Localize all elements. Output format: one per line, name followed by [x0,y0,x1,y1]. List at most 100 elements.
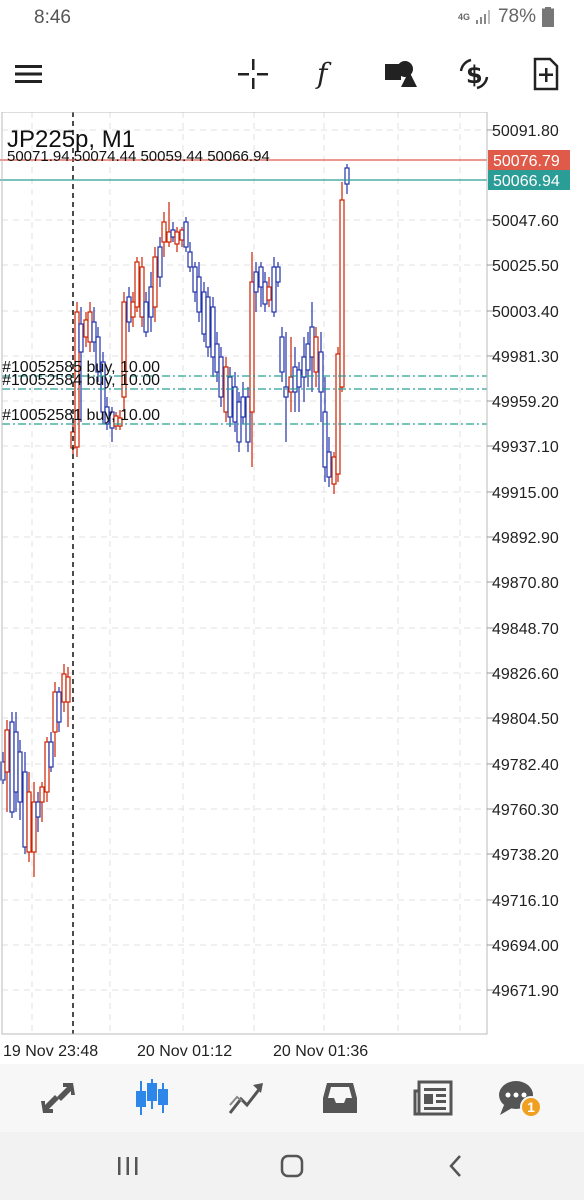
time-label: 19 Nov 23:48 [3,1043,98,1060]
time-label: 20 Nov 01:36 [273,1043,368,1060]
battery-icon [542,7,554,27]
bull-candle [78,323,84,353]
price-label: 49981.30 [492,349,559,366]
bull-candle [275,266,281,283]
crosshair-button[interactable] [233,54,273,94]
bull-candle [296,369,302,388]
price-label: 49782.40 [492,757,559,774]
bull-candle [236,401,242,443]
bull-candle [91,321,97,343]
nav-trade[interactable] [224,1076,268,1120]
bull-candle [192,266,198,293]
chart-toolbar: f $ [0,40,584,110]
bull-candle [104,406,110,425]
time-label: 20 Nov 01:12 [137,1043,232,1060]
bull-candle [100,361,106,413]
back-button[interactable] [436,1146,476,1186]
bull-candle [201,291,207,335]
bear-candle [31,801,37,853]
trade-button[interactable]: $ [454,54,494,94]
bull-candle [301,356,307,378]
bear-candle [339,199,345,388]
new-order-button[interactable] [526,54,566,94]
chart-icon [136,1079,168,1115]
order-label: #10052581 buy, 10.00 [2,407,160,424]
bear-candle [117,417,123,427]
bear-candle [313,336,319,373]
system-navigation [0,1132,584,1200]
bid-price-label: 50066.94 [493,173,560,190]
price-label: 50003.40 [492,304,559,321]
symbol-title: JP225p, M1 [7,126,136,153]
bull-candle [227,376,233,418]
ohlc-values: 50071.94 50074.44 50059.44 50066.94 [7,148,270,165]
bull-candle [253,271,259,293]
price-label: 49892.90 [492,530,559,547]
bull-candle [305,343,311,371]
menu-button[interactable] [9,54,49,94]
order-label: #10052585 buy, 10.00 [2,359,160,376]
price-label: 49760.30 [492,802,559,819]
ask-price-label: 50076.79 [493,153,560,170]
bull-candle [183,221,189,248]
bull-candle [232,386,238,423]
bull-candle [205,296,211,348]
bear-candle [331,456,337,485]
chart-canvas[interactable]: #10052585 buy, 10.00#10052584 buy, 10.00… [0,112,584,1064]
objects-button[interactable] [380,54,420,94]
bear-candle [161,221,167,243]
price-label: 50047.60 [492,213,559,230]
recent-apps-icon [118,1157,138,1175]
bull-candle [148,286,154,318]
plot-border [1,112,488,1035]
menu-icon [15,65,42,83]
bear-candle [4,729,10,773]
price-label: 49738.20 [492,847,559,864]
bull-candle [279,336,285,373]
price-label: 49826.60 [492,666,559,683]
bear-candle [139,266,145,318]
price-label: 49671.90 [492,983,559,1000]
price-chart[interactable]: #10052585 buy, 10.00 #10052584 buy, 10.00… [0,112,584,1064]
bull-candle [262,281,268,305]
price-label: 49694.00 [492,938,559,955]
bear-candle [134,261,140,308]
battery-percent: 78% [497,6,536,27]
bear-candle [174,231,180,245]
trade-icon [228,1083,263,1114]
status-indicators: 4G 78% [458,6,554,28]
bull-candle [56,691,62,723]
quotes-icon [41,1083,75,1113]
bull-candle [210,306,216,358]
bull-candle [326,451,332,478]
bear-candle [152,256,158,308]
bull-candle [196,276,202,313]
network-type-label: 4G [457,11,470,22]
messages-badge: 1 [520,1096,542,1118]
recent-apps-button[interactable] [108,1146,148,1186]
home-button[interactable] [272,1146,312,1186]
bull-candle [13,731,19,793]
nav-history[interactable] [318,1076,362,1120]
nav-messages[interactable]: 1 [494,1076,542,1120]
price-label: 49959.20 [492,394,559,411]
bear-candle [26,791,32,853]
svg-text:f: f [315,58,332,90]
bear-candle [166,231,172,243]
bear-candle [74,311,80,448]
nav-chart[interactable] [130,1076,174,1120]
nav-news[interactable] [411,1076,455,1120]
bull-candle [240,396,246,418]
order-label: #10052584 buy, 10.00 [2,372,160,389]
indicators-button[interactable]: f [306,54,346,94]
bull-candle [126,296,132,323]
nav-quotes[interactable] [36,1076,80,1120]
bull-candle [271,266,277,313]
trade-icon: $ [459,58,489,90]
bear-candle [335,353,341,475]
price-label: 49848.70 [492,621,559,638]
bear-candle [130,301,136,318]
bull-candle [218,356,224,398]
news-icon [413,1080,453,1116]
history-icon [323,1083,357,1113]
